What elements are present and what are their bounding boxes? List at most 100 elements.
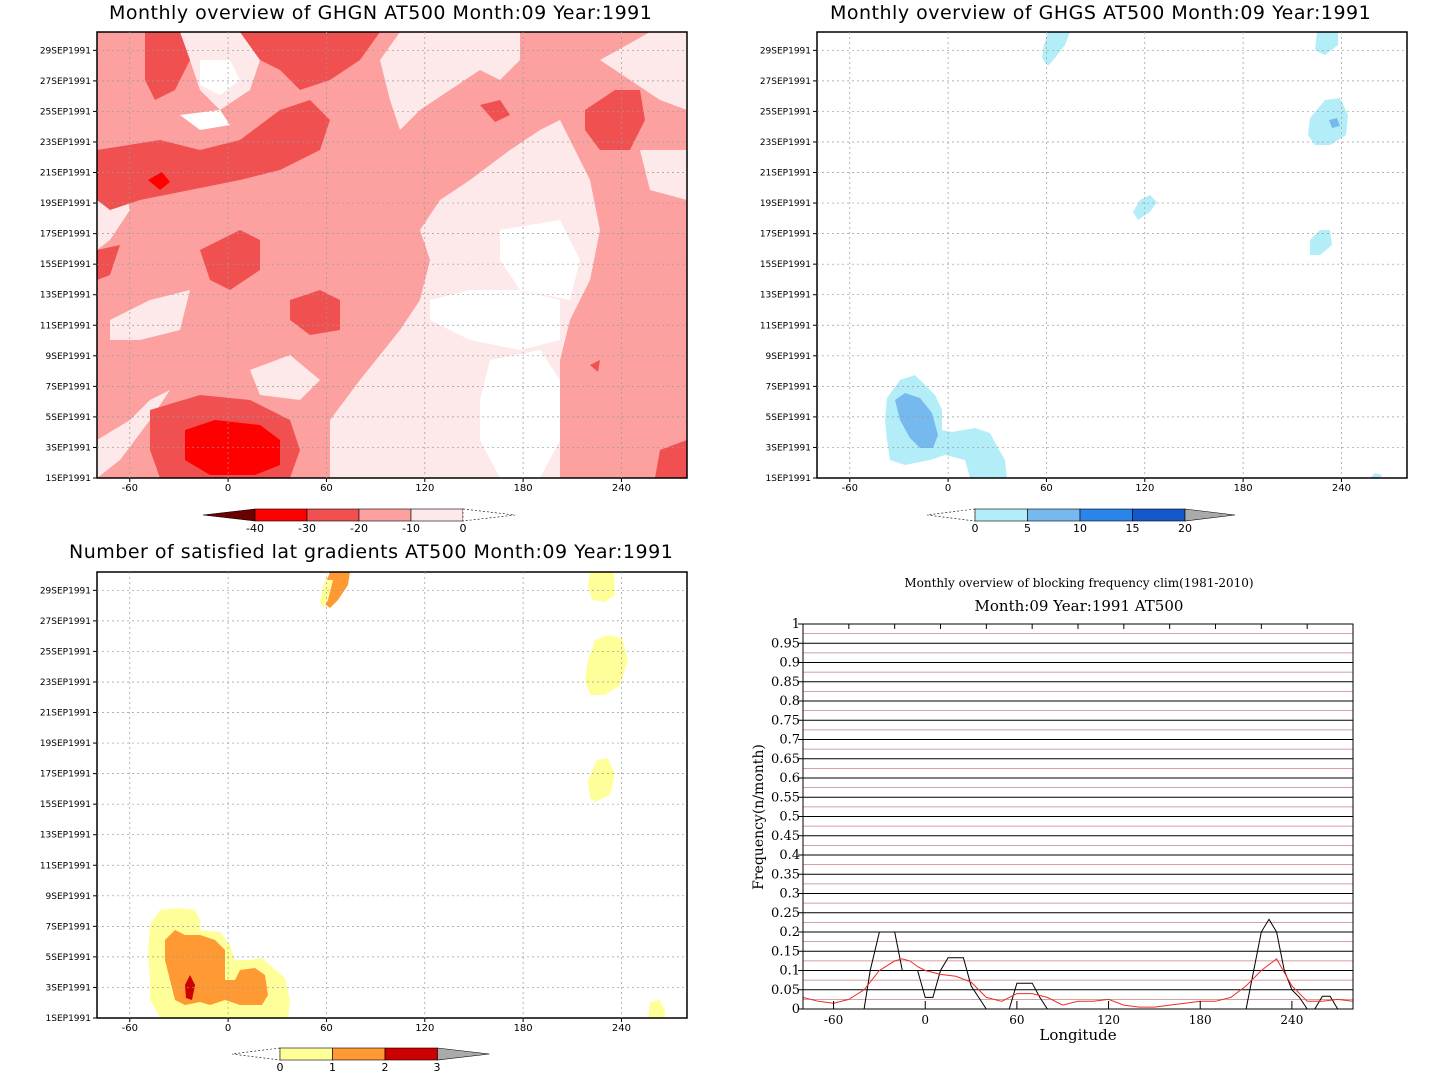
x-tick-label: -60 bbox=[824, 1013, 843, 1027]
ghgs-plot-area bbox=[816, 31, 1408, 479]
ghgs-chart: 1SEP1991 3SEP1991 5SEP1991 7SEP1991 9SEP1991… bbox=[760, 31, 1408, 535]
series-line-red bbox=[802, 958, 1354, 1008]
colorbar-label: 10 bbox=[1073, 522, 1087, 535]
y-tick-label: 1SEP1991 bbox=[46, 474, 91, 484]
y-tick-label: 15SEP1991 bbox=[760, 260, 811, 270]
ghgn-region-mid-center bbox=[200, 230, 260, 290]
colorbar-segment bbox=[279, 1047, 333, 1061]
x-tick-label: 60 bbox=[1009, 1013, 1024, 1027]
ghgn-region-light-ne2 bbox=[600, 32, 687, 110]
y-tick-label: 11SEP1991 bbox=[760, 321, 811, 331]
lat-region-yellow-right bbox=[585, 635, 628, 695]
x-tick-label: 120 bbox=[1135, 483, 1154, 494]
ghgs-region-blob-topright bbox=[1315, 32, 1338, 55]
lat-title: Number of satisfied lat gradients AT500 … bbox=[69, 541, 674, 563]
ghgn-region-mid-west2 bbox=[97, 245, 120, 280]
colorbar-right-triangle bbox=[462, 508, 516, 522]
x-tick-label: -60 bbox=[122, 1023, 138, 1034]
colorbar-segment bbox=[1132, 508, 1186, 522]
ghgn-region-mid-small2 bbox=[590, 360, 600, 372]
y-tick-label: 0.1 bbox=[779, 964, 800, 979]
y-tick-label: 0.9 bbox=[779, 656, 800, 671]
y-tick-label: 0.65 bbox=[771, 752, 800, 767]
y-tick-label: 27SEP1991 bbox=[760, 77, 811, 87]
ghgn-region-white-right bbox=[500, 220, 580, 300]
y-tick-label: 17SEP1991 bbox=[40, 230, 91, 240]
ghgn-plot-area bbox=[96, 31, 688, 479]
y-tick-label: 3SEP1991 bbox=[46, 443, 91, 453]
colorbar-segment bbox=[358, 508, 412, 522]
ghgn-region-light-center bbox=[250, 355, 320, 400]
x-tick-label: 240 bbox=[612, 483, 631, 494]
x-tick-label: 0 bbox=[225, 483, 231, 494]
x-tick-label: 180 bbox=[1234, 483, 1253, 494]
ghgn-region-mid-north2 bbox=[240, 32, 380, 90]
ghgs-region-blob-right-dark bbox=[1329, 118, 1340, 128]
ghgs-y-ticks: 1SEP1991 3SEP1991 5SEP1991 7SEP1991 9SEP1991… bbox=[760, 46, 817, 484]
y-tick-label: 19SEP1991 bbox=[40, 199, 91, 209]
ghgs-title: Monthly overview of GHGS AT500 Month:09 … bbox=[830, 2, 1372, 24]
freq-lines bbox=[802, 918, 1354, 1010]
y-tick-label: 0.15 bbox=[771, 944, 800, 959]
y-tick-label: 0.4 bbox=[779, 848, 800, 863]
x-tick-label: 60 bbox=[320, 1023, 333, 1034]
colorbar-label: 15 bbox=[1126, 522, 1140, 535]
ghgs-colorbar: 0 5 10 15 20 bbox=[926, 508, 1236, 535]
y-tick-label: 25SEP1991 bbox=[760, 107, 811, 117]
colorbar-segment bbox=[410, 508, 464, 522]
colorbar-label: -30 bbox=[298, 522, 316, 535]
ghgn-region-mid-north bbox=[145, 32, 190, 100]
ghgs-region-blob-right bbox=[1308, 98, 1348, 145]
colorbar-segment bbox=[332, 1047, 386, 1061]
x-tick-label: 120 bbox=[1097, 1013, 1120, 1027]
ghgn-x-ticks: -60 0 60 120 180 240 bbox=[122, 478, 631, 494]
y-tick-label: 3SEP1991 bbox=[766, 443, 811, 453]
lat-x-ticks: -60 0 60 120 180 240 bbox=[122, 1018, 631, 1034]
ghgs-region-blob-top bbox=[1042, 32, 1070, 66]
y-tick-label: 7SEP1991 bbox=[766, 382, 811, 392]
colorbar-left-triangle bbox=[231, 1047, 281, 1061]
colorbar-label: 0 bbox=[972, 522, 979, 535]
ghgn-region-white-mid bbox=[180, 110, 230, 130]
colorbar-left-triangle bbox=[202, 508, 256, 522]
colorbar-label: 20 bbox=[1178, 522, 1192, 535]
ghgn-region-mid-east bbox=[585, 90, 645, 150]
x-tick-label: 240 bbox=[1280, 1013, 1303, 1027]
y-tick-label: 0.7 bbox=[779, 733, 800, 748]
ghgs-x-ticks: -60 0 60 120 180 240 bbox=[842, 478, 1351, 494]
colorbar-label: 3 bbox=[434, 1061, 441, 1074]
y-tick-label: 0.25 bbox=[771, 906, 800, 921]
ghgn-region-min-west bbox=[148, 172, 170, 190]
y-tick-label: 0.45 bbox=[771, 829, 800, 844]
colorbar-right-triangle bbox=[1184, 508, 1236, 522]
y-tick-label: 23SEP1991 bbox=[40, 138, 91, 148]
ghgn-region-mid-center2 bbox=[290, 290, 340, 335]
ghgn-frame bbox=[96, 31, 688, 479]
y-tick-label: 13SEP1991 bbox=[40, 831, 91, 841]
ghgs-grid bbox=[817, 32, 1407, 478]
ghgs-region-blob-corner bbox=[1370, 473, 1382, 478]
y-tick-label: 1SEP1991 bbox=[766, 474, 811, 484]
colorbar-left-triangle bbox=[926, 508, 976, 522]
y-tick-label: 19SEP1991 bbox=[40, 739, 91, 749]
ghgn-region-white-top bbox=[200, 60, 240, 95]
freq-x-ticks: -60 0 60 120 180 240 bbox=[802, 624, 1354, 1027]
colorbar-right-triangle bbox=[437, 1047, 490, 1061]
y-tick-label: 23SEP1991 bbox=[760, 138, 811, 148]
x-tick-label: 60 bbox=[1040, 483, 1053, 494]
y-tick-label: 11SEP1991 bbox=[40, 321, 91, 331]
y-tick-label: 27SEP1991 bbox=[40, 617, 91, 627]
lat-colorbar: 0 1 2 3 bbox=[231, 1047, 490, 1074]
lat-chart: 1SEP1991 3SEP1991 5SEP1991 7SEP1991 9SEP1991… bbox=[40, 571, 688, 1074]
x-tick-label: -60 bbox=[122, 483, 138, 494]
y-tick-label: 0 bbox=[792, 1002, 800, 1017]
x-tick-label: 0 bbox=[921, 1013, 929, 1027]
freq-subtitle: Month:09 Year:1991 AT500 bbox=[975, 597, 1184, 615]
y-tick-label: 0.5 bbox=[779, 810, 800, 825]
y-tick-label: 25SEP1991 bbox=[40, 647, 91, 657]
y-tick-label: 5SEP1991 bbox=[46, 953, 91, 963]
colorbar-label: 5 bbox=[1024, 522, 1031, 535]
lat-region-yellow-right2 bbox=[588, 758, 615, 802]
y-tick-label: 21SEP1991 bbox=[760, 169, 811, 179]
y-tick-label: 0.8 bbox=[779, 694, 800, 709]
